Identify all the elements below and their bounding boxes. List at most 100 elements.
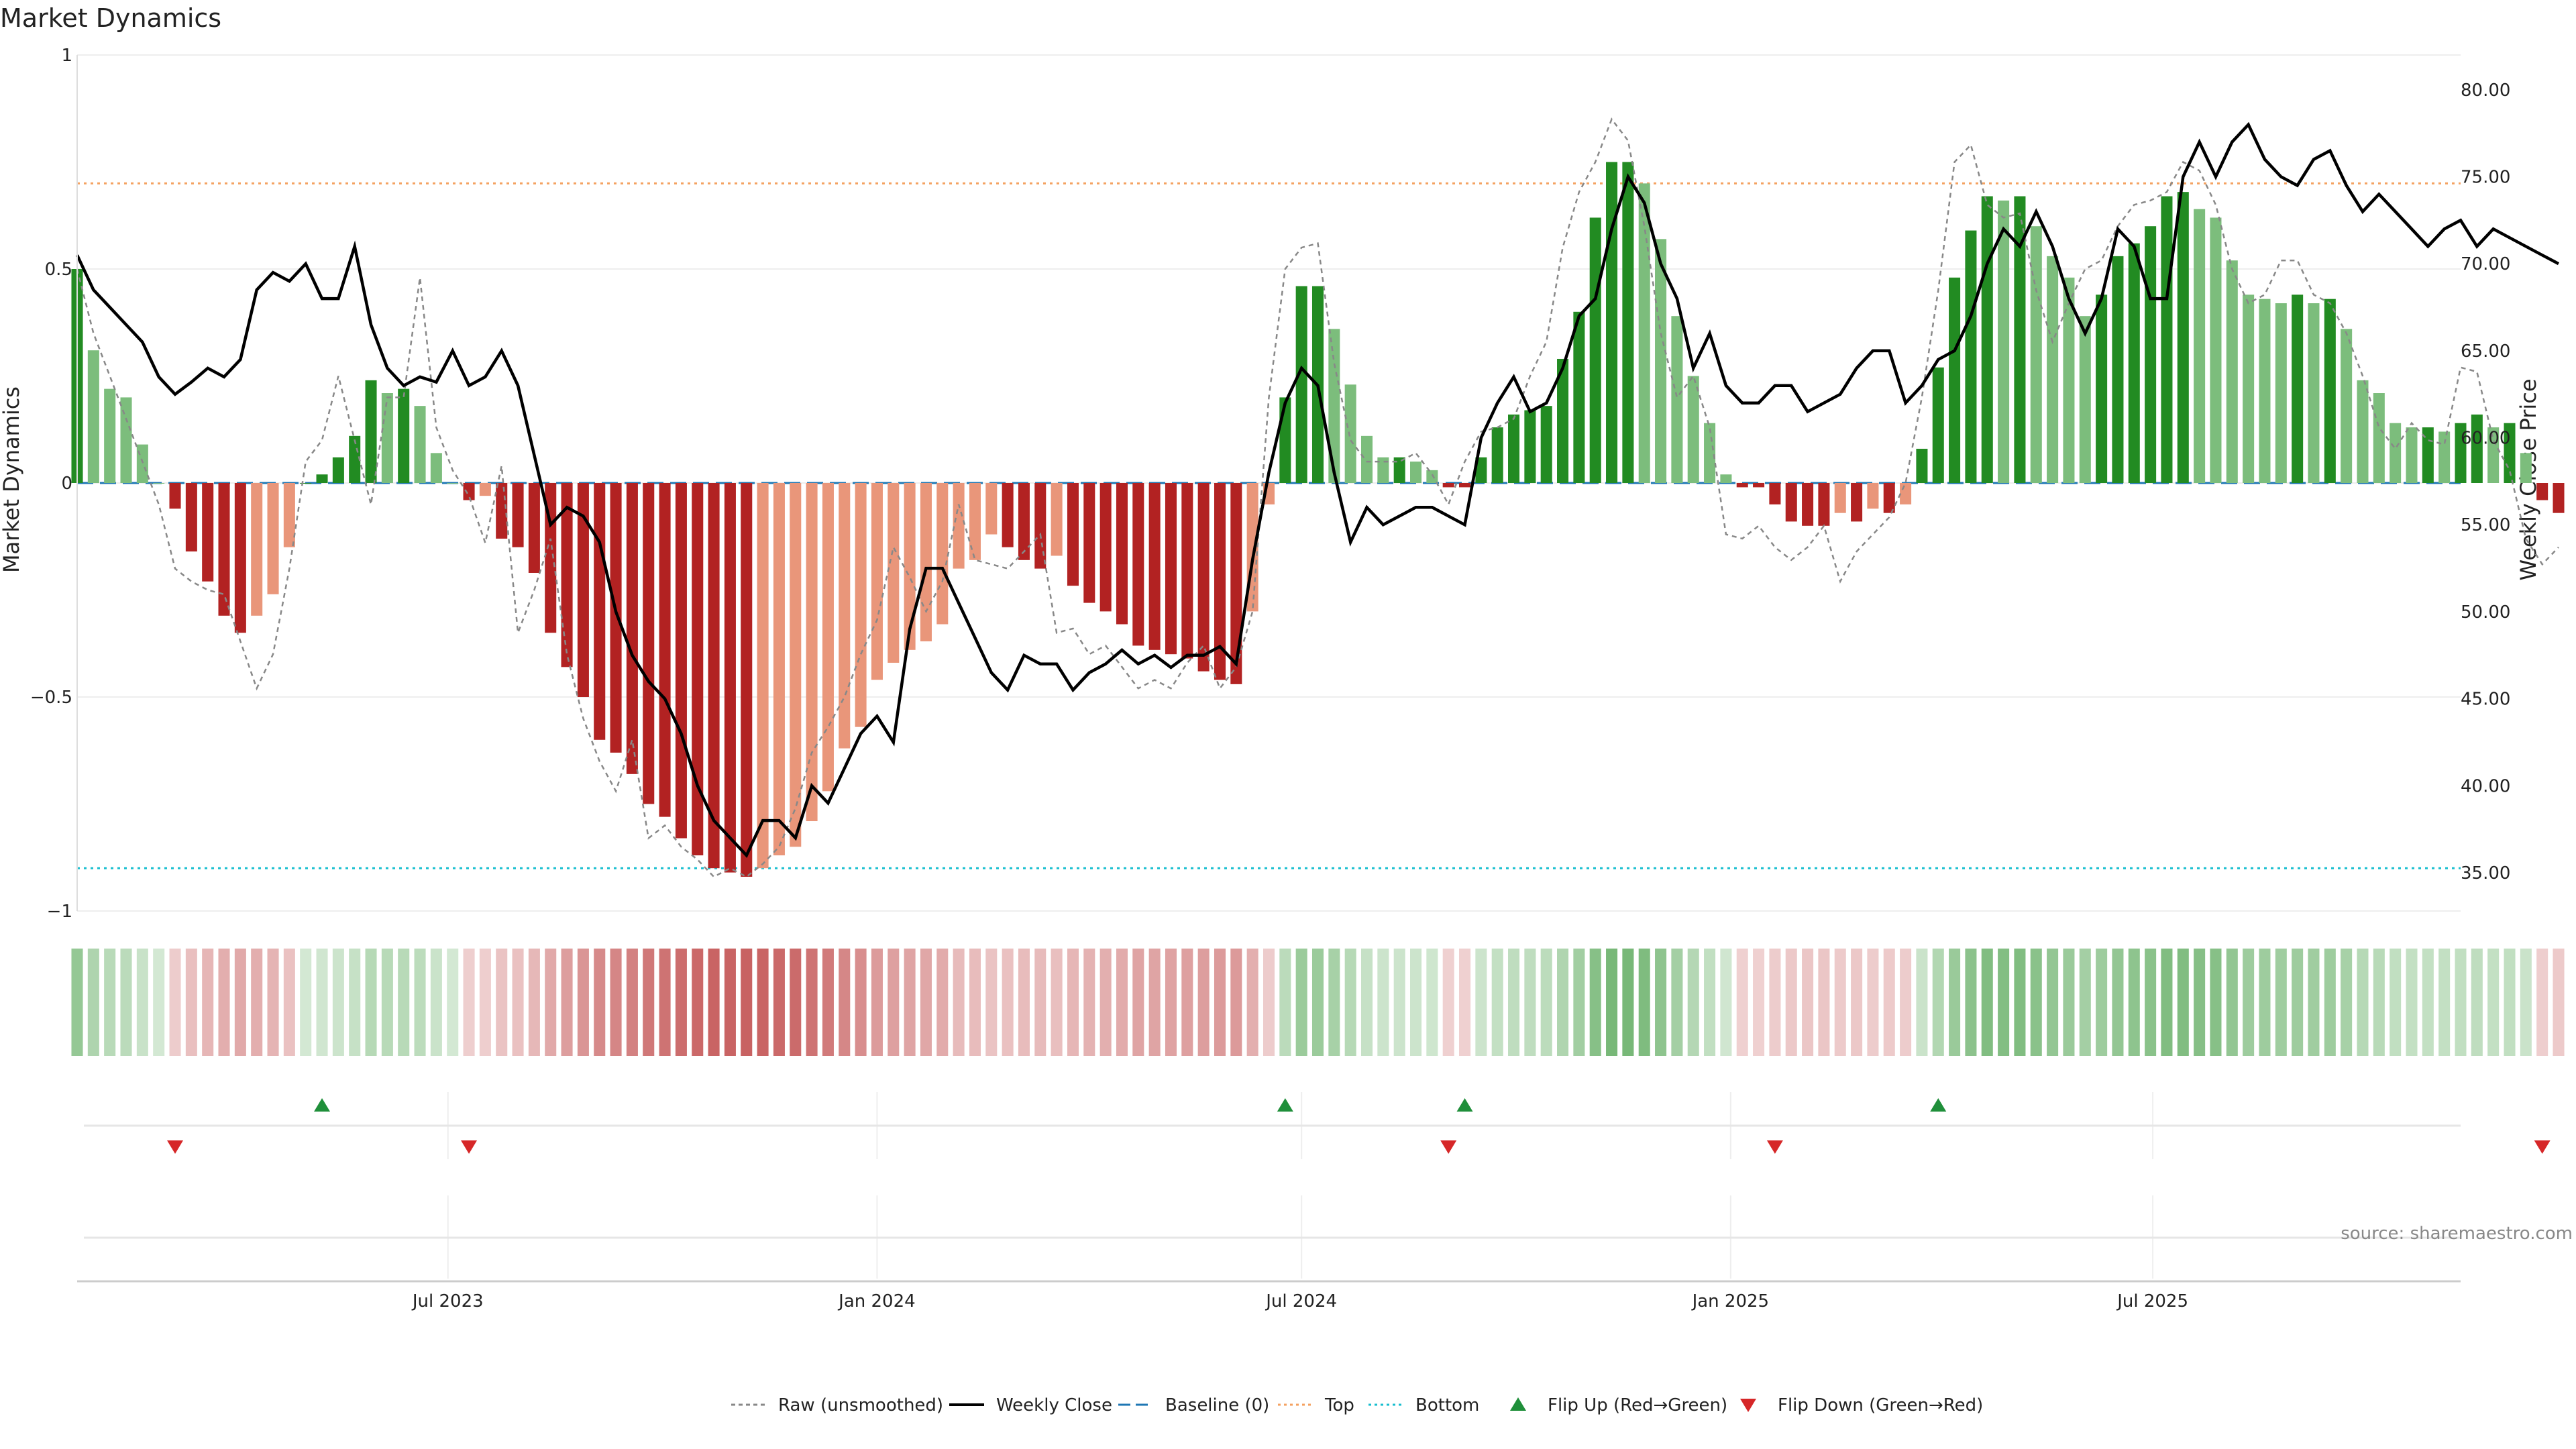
market-dynamics-bar — [1295, 286, 1307, 483]
market-dynamics-bar — [2536, 483, 2548, 500]
market-dynamics-bar — [1002, 483, 1014, 547]
regime-strip-cell — [1067, 949, 1079, 1056]
regime-strip-cell — [1034, 949, 1046, 1056]
regime-strip-cell — [463, 949, 475, 1056]
market-dynamics-bar — [1867, 483, 1879, 509]
right-tick-label: 65.00 — [2461, 341, 2510, 362]
market-dynamics-bar — [577, 483, 589, 697]
market-dynamics-bar — [463, 483, 475, 500]
market-dynamics-bar — [806, 483, 818, 822]
regime-strip-cell — [1508, 949, 1520, 1056]
market-dynamics-bar — [2145, 226, 2157, 483]
raw-unsmoothed-line — [76, 117, 2559, 878]
market-dynamics-bar — [773, 483, 785, 856]
regime-strip-cell — [1540, 949, 1552, 1056]
market-dynamics-bar — [1589, 217, 1601, 483]
regime-strip-cell — [1932, 949, 1944, 1056]
regime-strip-cell — [1263, 949, 1275, 1056]
regime-strip-cell — [1181, 949, 1193, 1056]
market-dynamics-bar — [2096, 294, 2108, 483]
regime-strip-cell — [414, 949, 426, 1056]
regime-strip-cell — [1328, 949, 1340, 1056]
regime-strip-cell — [2096, 949, 2108, 1056]
regime-strip-cell — [2357, 949, 2369, 1056]
market-dynamics-bar — [169, 483, 181, 509]
regime-strip-cell — [1148, 949, 1161, 1056]
market-dynamics-bar — [349, 435, 361, 483]
series-lines — [75, 117, 2560, 878]
market-dynamics-bar — [528, 483, 540, 573]
market-dynamics-bar — [2210, 217, 2222, 483]
market-dynamics-bar — [136, 444, 148, 483]
chart-title: Market Dynamics — [0, 3, 221, 33]
regime-strip-cell — [2504, 949, 2516, 1056]
regime-strip-cell — [1197, 949, 1210, 1056]
market-dynamics-bar — [1557, 358, 1569, 483]
regime-strip-cell — [71, 949, 83, 1056]
regime-strip-cell — [1638, 949, 1650, 1056]
x-tick-label: Jan 2024 — [837, 1291, 916, 1311]
regime-strip-cell — [1900, 949, 1912, 1056]
legend-label: Bottom — [1415, 1395, 1479, 1415]
regime-strip-cell — [1230, 949, 1242, 1056]
market-dynamics-bar — [1214, 483, 1226, 680]
regime-strip-cell — [626, 949, 638, 1056]
regime-strip-cell — [2226, 949, 2238, 1056]
regime-strip-cell — [120, 949, 132, 1056]
regime-strip-cell — [904, 949, 916, 1056]
market-dynamics-bar — [1426, 470, 1438, 483]
regime-strip-cell — [773, 949, 785, 1056]
regime-strip-cell — [969, 949, 981, 1056]
market-dynamics-bar — [2487, 427, 2500, 483]
market-dynamics-bar — [1475, 457, 1487, 483]
regime-strip-cell — [2194, 949, 2206, 1056]
regime-strip-cell — [528, 949, 540, 1056]
regime-strip-cell — [1246, 949, 1258, 1056]
market-dynamics-bar — [153, 483, 165, 484]
flip-down-marker — [2534, 1140, 2551, 1154]
market-dynamics-bar — [398, 388, 410, 483]
regime-strip-cell — [1949, 949, 1961, 1056]
market-dynamics-bar — [1834, 483, 1846, 513]
market-dynamics-bar — [1524, 410, 1536, 483]
regime-strip-cell — [2520, 949, 2532, 1056]
market-dynamics-bar — [414, 406, 426, 483]
regime-strip-cell — [1557, 949, 1569, 1056]
market-dynamics-bar — [1998, 200, 2010, 483]
legend-label: Flip Up (Red→Green) — [1548, 1395, 1727, 1415]
regime-strip-cell — [153, 949, 165, 1056]
regime-strip-cell — [1753, 949, 1765, 1056]
right-tick-label: 60.00 — [2461, 429, 2510, 449]
market-dynamics-bar — [2079, 316, 2091, 483]
regime-strip-cell — [1965, 949, 1977, 1056]
market-dynamics-bar — [2047, 256, 2059, 483]
x-tick-label: Jul 2024 — [1265, 1291, 1337, 1311]
regime-strip-cell — [2422, 949, 2434, 1056]
regime-strip-cell — [381, 949, 393, 1056]
regime-strip-cell — [2275, 949, 2287, 1056]
market-dynamics-bar — [757, 483, 769, 869]
regime-strip-cell — [2259, 949, 2271, 1056]
market-dynamics-bar — [920, 483, 932, 642]
market-dynamics-bar — [316, 474, 328, 483]
regime-strip-cell — [643, 949, 655, 1056]
market-dynamics-bar — [2324, 299, 2336, 483]
regime-strip-cell — [2553, 949, 2565, 1056]
market-dynamics-bar — [185, 483, 197, 552]
regime-strip-cell — [1916, 949, 1928, 1056]
regime-strip-cell — [1459, 949, 1471, 1056]
market-dynamics-bar — [104, 388, 116, 483]
market-dynamics-bar — [1638, 183, 1650, 483]
market-dynamics-bar — [1883, 483, 1895, 513]
regime-strip-cell — [577, 949, 589, 1056]
regime-strip-cell — [1132, 949, 1144, 1056]
market-dynamics-bar — [969, 483, 981, 560]
right-tick-label: 45.00 — [2461, 690, 2510, 710]
market-dynamics-bar — [1459, 483, 1471, 488]
regime-strip-cell — [2536, 949, 2548, 1056]
market-dynamics-bar — [594, 483, 606, 740]
market-dynamics-bar — [741, 483, 753, 877]
regime-strip-cell — [1622, 949, 1634, 1056]
regime-strip-cell — [1834, 949, 1846, 1056]
